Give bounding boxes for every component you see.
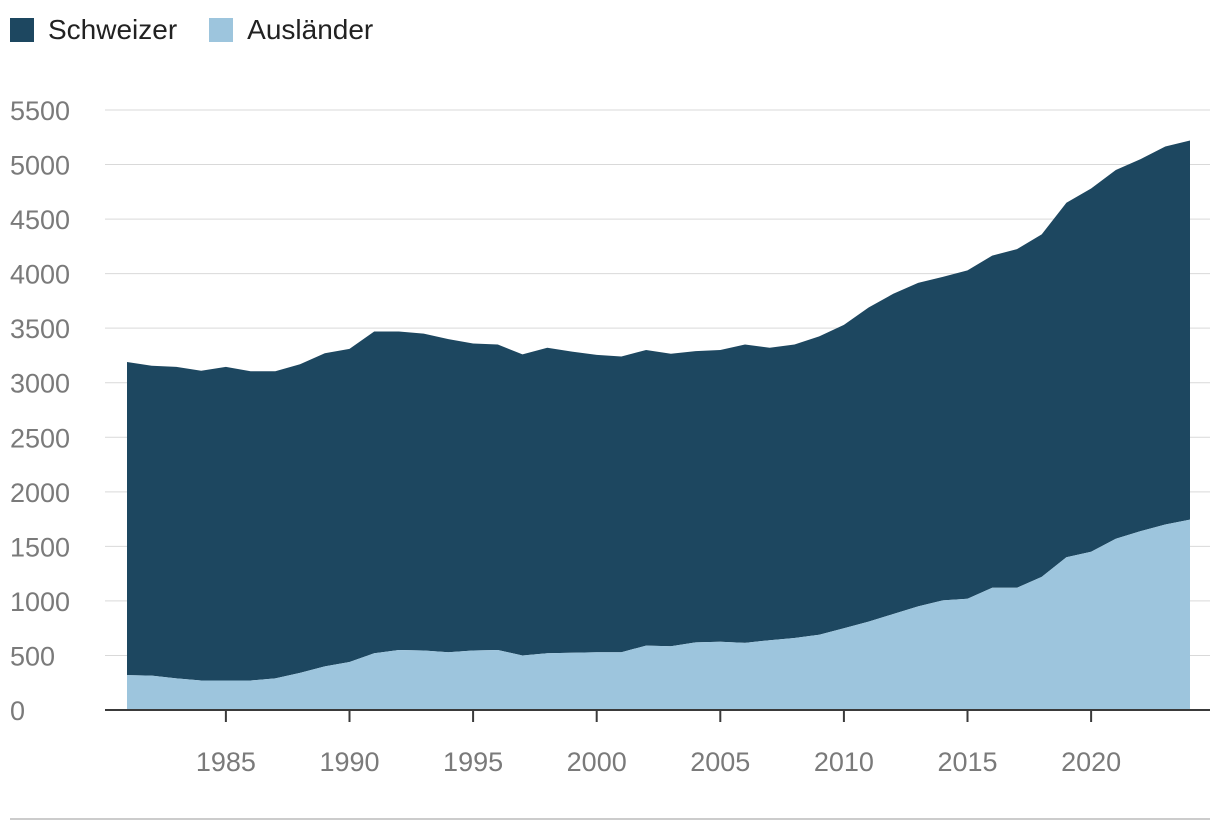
x-tick-label-2000: 2000 xyxy=(567,747,627,777)
x-tick-label-1995: 1995 xyxy=(443,747,503,777)
area-schweizer xyxy=(127,140,1190,681)
area-auslaender xyxy=(127,519,1190,710)
y-tick-label-5500: 5500 xyxy=(10,96,70,126)
x-tick-label-1985: 1985 xyxy=(196,747,256,777)
x-axis xyxy=(105,709,1210,722)
y-tick-label-3000: 3000 xyxy=(10,369,70,399)
legend-label-auslaender: Ausländer xyxy=(247,14,374,45)
x-tick-label-2005: 2005 xyxy=(690,747,750,777)
y-tick-label-500: 500 xyxy=(10,641,55,671)
area-series xyxy=(127,140,1190,710)
y-tick-label-4500: 4500 xyxy=(10,205,70,235)
legend-swatch-auslaender xyxy=(209,18,234,42)
legend: Schweizer Ausländer xyxy=(10,14,373,46)
y-tick-label-1500: 1500 xyxy=(10,532,70,562)
legend-swatch-schweizer xyxy=(10,18,34,42)
legend-item-auslaender: Ausländer xyxy=(209,14,373,46)
y-tick-labels: 0 500 1000 1500 2000 2500 3000 3500 4000 4500 5000… xyxy=(10,96,70,726)
y-tick-label-2500: 2500 xyxy=(10,423,70,453)
y-tick-label-5000: 5000 xyxy=(10,151,70,181)
x-tick-labels: 1985 1990 1995 2000 2005 2010 2015 2020 xyxy=(196,747,1121,777)
x-tick-label-2015: 2015 xyxy=(937,747,997,777)
y-tick-label-3500: 3500 xyxy=(10,314,70,344)
y-tick-label-0: 0 xyxy=(10,696,25,726)
y-tick-label-2000: 2000 xyxy=(10,478,70,508)
x-tick-label-1990: 1990 xyxy=(319,747,379,777)
x-tick-label-2010: 2010 xyxy=(814,747,874,777)
legend-item-schweizer: Schweizer xyxy=(10,14,177,46)
x-tick-label-2020: 2020 xyxy=(1061,747,1121,777)
y-tick-label-4000: 4000 xyxy=(10,260,70,290)
y-tick-label-1000: 1000 xyxy=(10,587,70,617)
legend-label-schweizer: Schweizer xyxy=(48,14,178,45)
